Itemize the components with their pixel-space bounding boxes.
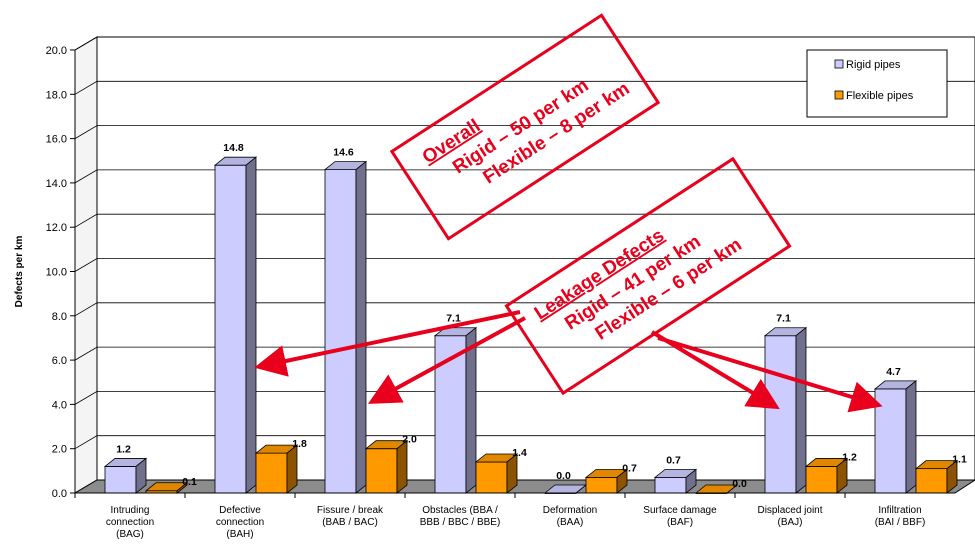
x-tick-label: Surface damage (BAF): [643, 505, 717, 528]
x-tick-label: Obstacles (BBA / BBB / BBC / BBE): [420, 505, 501, 528]
data-label: 0.1: [182, 476, 197, 488]
data-label: 2.0: [402, 434, 417, 446]
annotation-arrow: [657, 336, 883, 413]
annotation-arrow: [254, 310, 521, 377]
data-label: 1.4: [512, 447, 527, 459]
gridline: [74, 390, 975, 405]
bar-flexible: 1.1: [914, 454, 967, 494]
data-label: 7.1: [776, 313, 791, 325]
y-tick-label: 16.0: [46, 134, 67, 146]
data-label: 0.0: [732, 478, 747, 490]
data-label: 1.2: [842, 451, 857, 463]
y-tick-label: 18.0: [46, 89, 67, 101]
bar-flexible: 1.8: [254, 438, 307, 494]
data-label: 1.2: [116, 443, 131, 455]
bar-rigid: 1.2: [103, 443, 148, 494]
bar-rigid: 14.6: [323, 147, 368, 494]
bars: 1.2 0.1 14.8 1.8 14.6 2.0 7.1 1.4 0.0 0.7 0.7 0.0 7.…: [103, 142, 967, 494]
legend-swatch: [834, 59, 844, 69]
legend-entry: Rigid pipes: [846, 59, 901, 71]
y-tick-label: 12.0: [46, 222, 67, 234]
y-tick-label: 2.0: [52, 444, 67, 456]
data-label: 4.7: [886, 366, 901, 378]
y-tick-label: 20.0: [46, 45, 67, 57]
gridline: [74, 80, 975, 95]
legend: Rigid pipes Flexible pipes: [806, 49, 948, 118]
x-tick-label: Defective connection (BAH): [216, 505, 264, 540]
data-label: 0.7: [666, 454, 681, 466]
y-tick-label: 4.0: [52, 399, 67, 411]
bar-flexible: 0.0: [694, 478, 747, 494]
legend-entry: Flexible pipes: [846, 90, 914, 102]
x-axis: Intruding connection (BAG) Defective connect…: [74, 492, 955, 540]
gridlines: [74, 36, 975, 494]
y-axis-title: Defects per km: [14, 236, 25, 308]
y-tick-label: 14.0: [46, 178, 67, 190]
x-tick-label: Infiltration (BAI / BBF): [875, 505, 926, 528]
gridline: [74, 435, 975, 450]
data-label: 0.7: [622, 462, 637, 474]
x-tick-label: Fissure / break (BAB / BAC): [317, 505, 384, 528]
data-label: 7.1: [446, 313, 461, 325]
data-label: 0.0: [556, 470, 571, 482]
bar-rigid: 7.1: [433, 313, 478, 494]
bar-flexible: 1.2: [804, 451, 857, 494]
data-label: 14.8: [223, 142, 244, 154]
annotation-arrow: [367, 316, 526, 404]
legend-swatch: [834, 90, 844, 100]
gridline: [74, 125, 975, 139]
data-label: 1.8: [292, 438, 307, 450]
x-tick-label: Deformation (BAA): [543, 505, 597, 528]
data-label: 1.1: [952, 454, 967, 466]
legend-box: [806, 49, 948, 118]
data-label: 14.6: [333, 147, 354, 159]
bar-rigid: 14.8: [213, 142, 258, 494]
x-tick-label: Intruding connection (BAG): [106, 505, 154, 540]
y-tick-label: 0.0: [52, 488, 67, 500]
x-tick-label: Displaced joint (BAJ): [757, 505, 822, 528]
y-tick-label: 6.0: [52, 355, 67, 367]
bar-flexible: 1.4: [474, 447, 527, 494]
gridline: [74, 36, 975, 51]
bar-rigid: 7.1: [763, 313, 808, 494]
gridline: [74, 258, 975, 272]
bar-flexible: 2.0: [364, 434, 417, 494]
gridline: [74, 213, 975, 228]
gridline: [74, 169, 975, 184]
y-axis: 0.0 2.0 4.0 6.0 8.0 10.0 12.0 14.0 16.0 18.0 20.0 D…: [14, 45, 76, 500]
y-tick-label: 8.0: [52, 311, 67, 323]
bar-rigid: 4.7: [873, 366, 918, 494]
y-tick-label: 10.0: [46, 267, 67, 279]
gridline: [74, 302, 975, 317]
